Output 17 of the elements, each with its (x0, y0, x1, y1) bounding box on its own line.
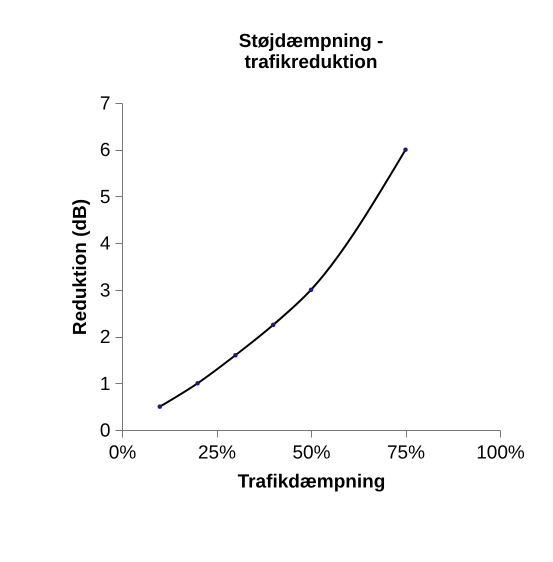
x-tick-label: 25% (198, 442, 236, 464)
y-tick-label: 7 (100, 94, 110, 114)
x-tick-label: 0% (108, 442, 136, 464)
y-tick-label: 2 (100, 327, 110, 348)
y-tick-label: 5 (100, 186, 110, 208)
y-tick-label: 3 (100, 280, 110, 302)
x-tick-label: 100% (476, 442, 525, 464)
y-tick-label: 4 (100, 234, 111, 255)
y-axis-title: Reduktion (dB) (70, 198, 91, 336)
x-axis-title: Trafikdæmpning (238, 472, 386, 492)
text: trafikreduktion (244, 52, 378, 73)
text: Støjdæmpning - (238, 31, 384, 52)
x-tick-label: 50% (292, 442, 331, 464)
y-tick-label: 0 (100, 420, 110, 442)
y-tick-label: 1 (100, 374, 110, 395)
y-tick-label: 6 (100, 140, 110, 162)
x-tick-label: 75% (386, 442, 426, 464)
